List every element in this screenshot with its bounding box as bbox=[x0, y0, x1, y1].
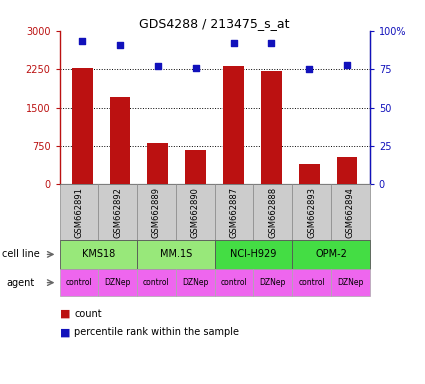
Text: ■: ■ bbox=[60, 309, 70, 319]
Bar bbox=[261, 71, 282, 184]
Text: control: control bbox=[298, 278, 325, 287]
Bar bbox=[299, 164, 320, 184]
Bar bbox=[337, 157, 357, 184]
Text: GSM662894: GSM662894 bbox=[346, 187, 355, 238]
Text: DZNep: DZNep bbox=[182, 278, 208, 287]
Text: GSM662889: GSM662889 bbox=[152, 187, 161, 238]
Bar bbox=[185, 149, 206, 184]
Text: cell line: cell line bbox=[2, 249, 40, 260]
Text: DZNep: DZNep bbox=[337, 278, 363, 287]
Text: agent: agent bbox=[6, 278, 34, 288]
Bar bbox=[72, 68, 93, 184]
Point bbox=[79, 38, 85, 45]
Text: control: control bbox=[221, 278, 247, 287]
Text: KMS18: KMS18 bbox=[82, 249, 115, 260]
Text: count: count bbox=[74, 309, 102, 319]
Text: GSM662888: GSM662888 bbox=[268, 187, 277, 238]
Point bbox=[230, 40, 237, 46]
Point bbox=[192, 65, 199, 71]
Bar bbox=[110, 97, 130, 184]
Text: NCI-H929: NCI-H929 bbox=[230, 249, 277, 260]
Point bbox=[116, 41, 123, 48]
Text: control: control bbox=[65, 278, 92, 287]
Point bbox=[344, 61, 351, 68]
Text: GSM662887: GSM662887 bbox=[230, 187, 238, 238]
Text: percentile rank within the sample: percentile rank within the sample bbox=[74, 327, 239, 337]
Text: GSM662892: GSM662892 bbox=[113, 187, 122, 238]
Text: OPM-2: OPM-2 bbox=[315, 249, 347, 260]
Text: GSM662891: GSM662891 bbox=[74, 187, 83, 238]
Point bbox=[306, 66, 313, 72]
Title: GDS4288 / 213475_s_at: GDS4288 / 213475_s_at bbox=[139, 17, 290, 30]
Text: MM.1S: MM.1S bbox=[160, 249, 192, 260]
Bar bbox=[223, 66, 244, 184]
Text: ■: ■ bbox=[60, 327, 70, 337]
Text: DZNep: DZNep bbox=[105, 278, 131, 287]
Text: GSM662890: GSM662890 bbox=[191, 187, 200, 238]
Text: GSM662893: GSM662893 bbox=[307, 187, 316, 238]
Text: DZNep: DZNep bbox=[260, 278, 286, 287]
Bar bbox=[147, 143, 168, 184]
Point bbox=[154, 63, 161, 69]
Text: control: control bbox=[143, 278, 170, 287]
Point bbox=[268, 40, 275, 46]
